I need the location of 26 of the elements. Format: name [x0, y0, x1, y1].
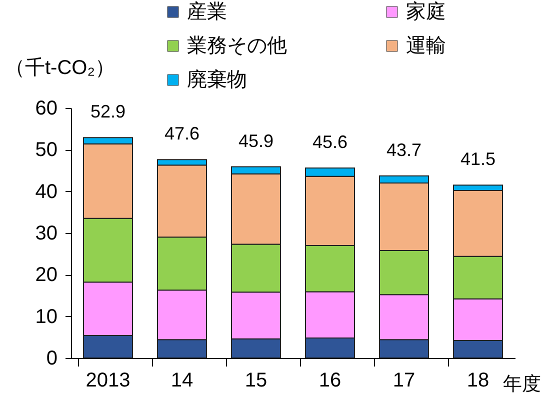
total-label: 52.9 [90, 102, 126, 122]
total-label: 41.5 [460, 149, 496, 170]
y-tick-label: 0 [46, 348, 58, 370]
legend-label: 廃棄物 [187, 68, 247, 91]
legend-label: 家庭 [406, 1, 446, 23]
x-axis-title: 年度 [503, 373, 541, 395]
y-tick-label: 60 [35, 98, 58, 120]
y-tick-label: 50 [35, 139, 58, 162]
y-tick-label: 20 [35, 264, 58, 286]
y-tick-label: 30 [35, 222, 58, 244]
x-tick-label: 16 [318, 370, 342, 392]
y-tick-label: 40 [35, 180, 58, 203]
total-label: 45.9 [238, 130, 274, 151]
x-tick-label: 18 [466, 370, 490, 392]
y-axis-title: （千t-CO₂） [5, 57, 115, 79]
x-tick-label: 2013 [86, 370, 130, 392]
x-tick-label: 17 [392, 370, 416, 392]
total-label: 43.7 [386, 140, 422, 160]
legend-label: 運輸 [406, 35, 446, 57]
total-label: 47.6 [164, 124, 200, 144]
x-tick-label: 14 [170, 370, 194, 392]
y-tick-label: 10 [35, 306, 58, 328]
legend-label: 業務その他 [187, 35, 287, 57]
legend-label: 産業 [187, 1, 227, 23]
total-label: 45.6 [312, 132, 348, 152]
x-tick-label: 15 [244, 370, 268, 392]
